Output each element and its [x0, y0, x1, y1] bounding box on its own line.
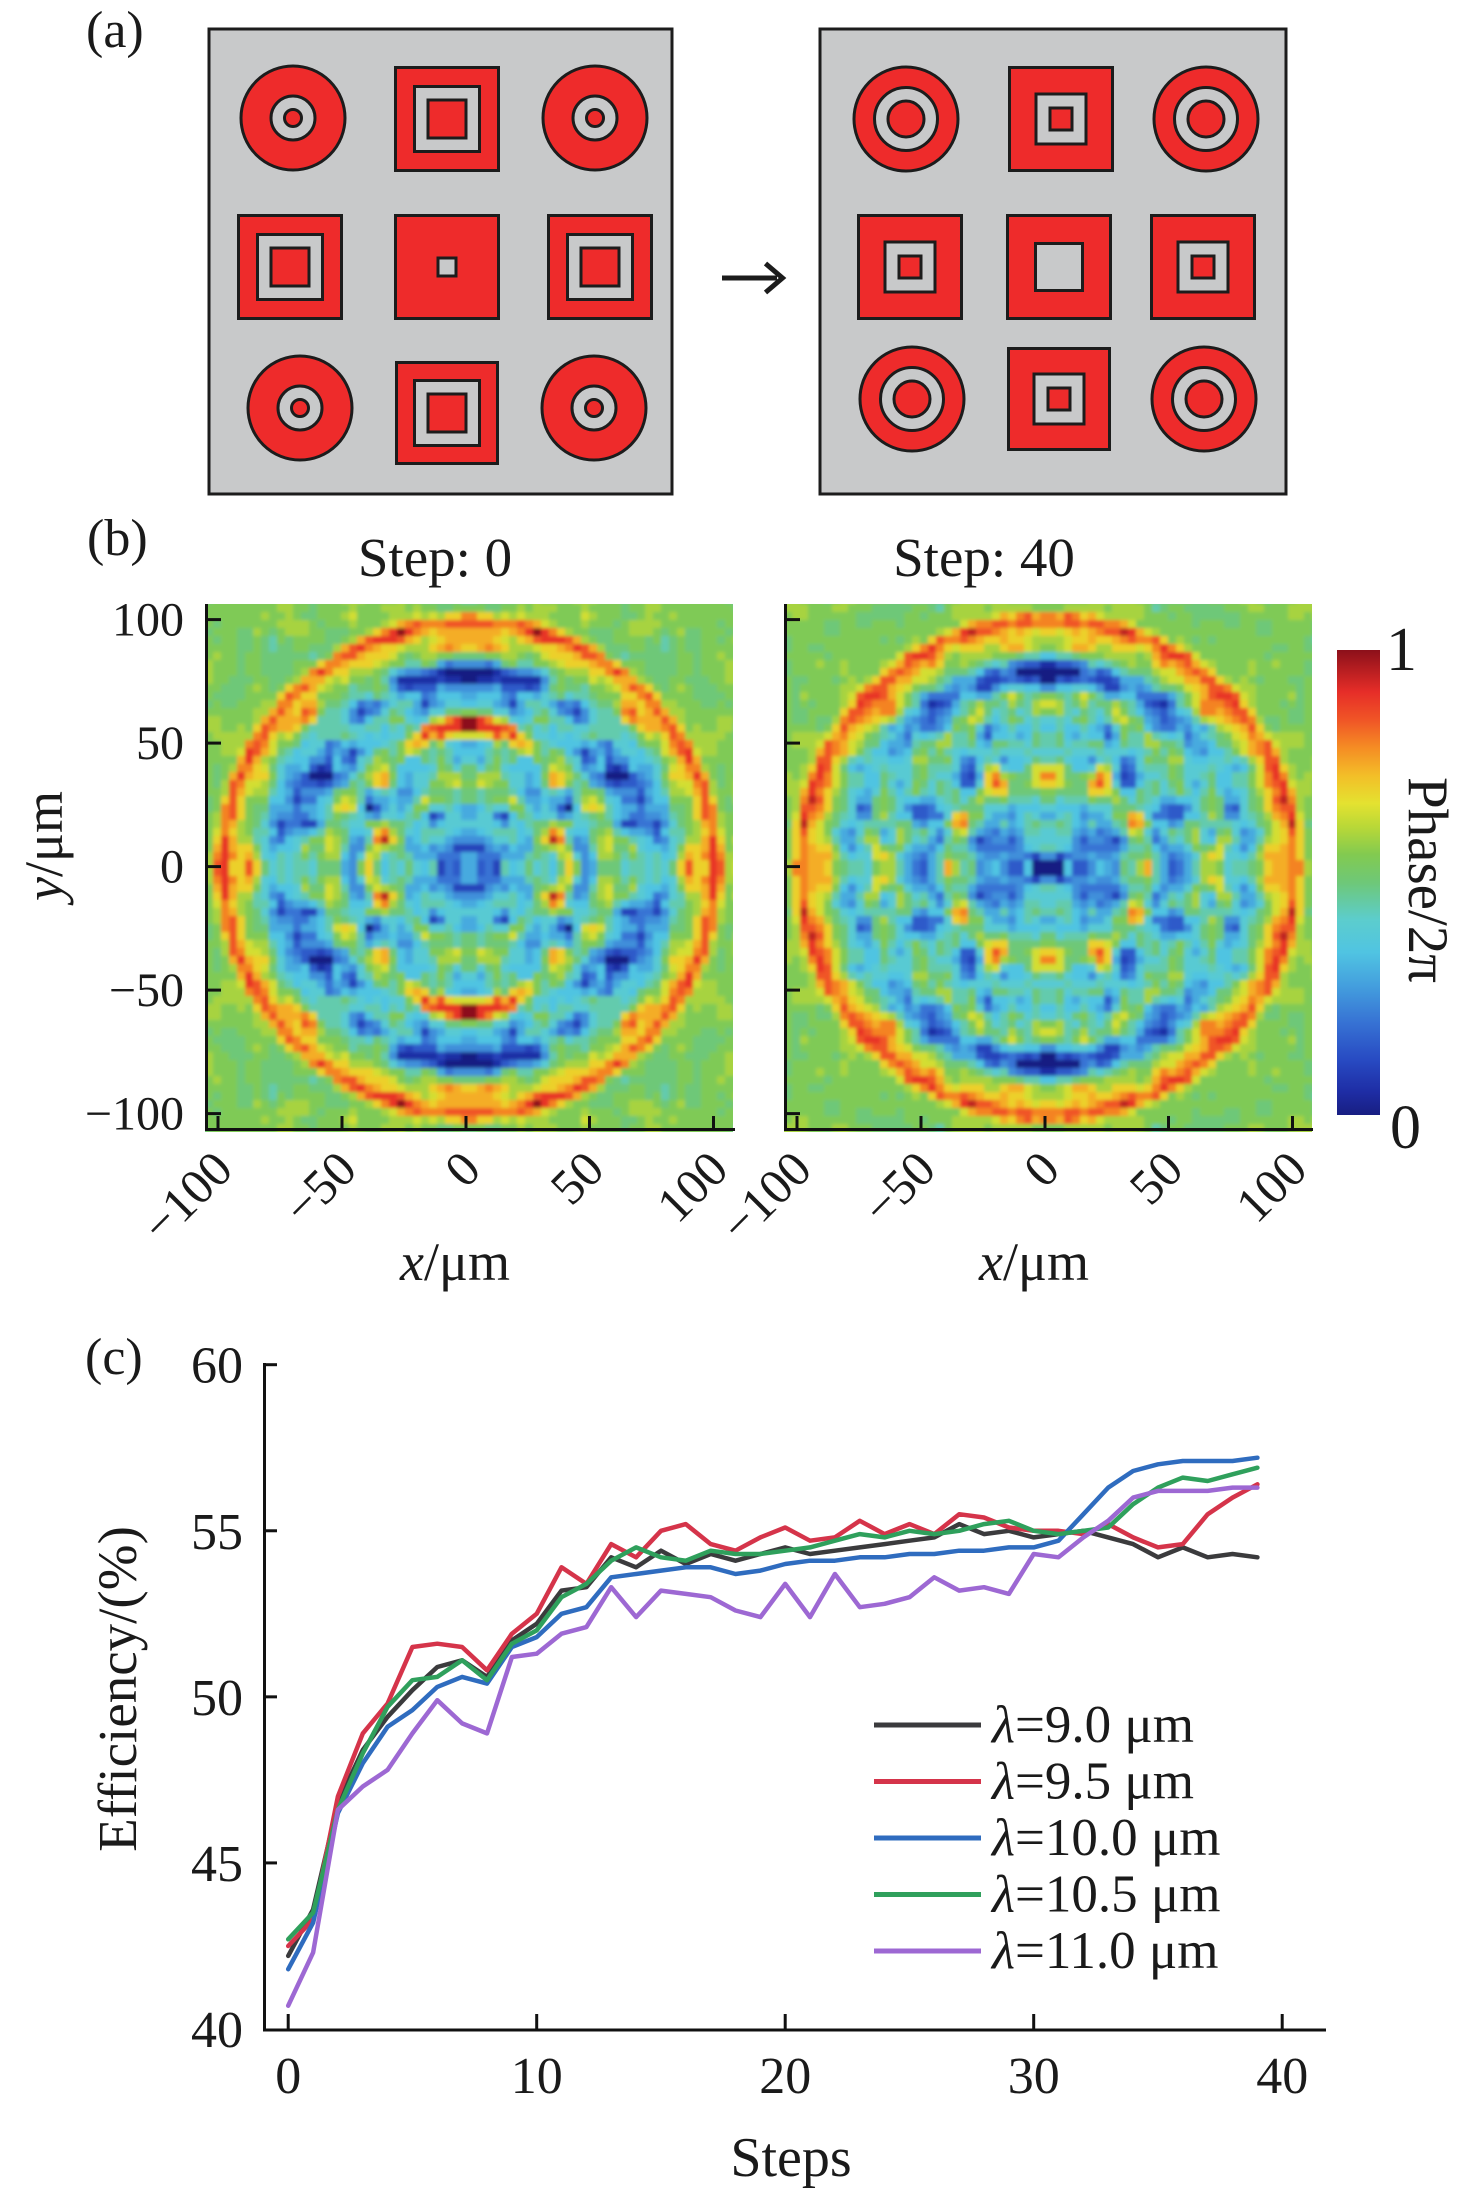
svg-text:50: 50 [191, 1670, 243, 1727]
svg-text:0: 0 [1390, 1094, 1421, 1162]
svg-text:50: 50 [1118, 1140, 1193, 1215]
svg-text:0: 0 [275, 2048, 301, 2105]
svg-text:λ=10.5 μm: λ=10.5 μm [990, 1866, 1221, 1924]
svg-text:(c): (c) [85, 1329, 143, 1386]
svg-text:45: 45 [191, 1836, 243, 1893]
svg-text:0: 0 [160, 841, 184, 894]
svg-text:0: 0 [434, 1140, 491, 1197]
svg-text:0: 0 [1013, 1140, 1070, 1197]
svg-text:Step: 40: Step: 40 [893, 527, 1075, 588]
svg-text:λ=9.0 μm: λ=9.0 μm [990, 1696, 1194, 1754]
svg-text:λ=11.0 μm: λ=11.0 μm [990, 1922, 1219, 1980]
svg-text:(b): (b) [87, 510, 148, 567]
svg-text:−100: −100 [85, 1088, 184, 1141]
svg-text:−50: −50 [851, 1140, 946, 1235]
svg-text:30: 30 [1008, 2048, 1060, 2105]
svg-text:(a): (a) [86, 2, 144, 59]
svg-text:60: 60 [191, 1338, 243, 1395]
svg-text:x/μm: x/μm [399, 1232, 510, 1292]
svg-text:x/μm: x/μm [978, 1232, 1089, 1292]
svg-text:λ=10.0 μm: λ=10.0 μm [990, 1809, 1221, 1867]
svg-text:10: 10 [511, 2048, 563, 2105]
svg-text:20: 20 [759, 2048, 811, 2105]
svg-text:100: 100 [112, 594, 184, 647]
svg-text:−100: −100 [130, 1140, 243, 1253]
svg-text:−50: −50 [109, 964, 184, 1017]
svg-text:1: 1 [1386, 616, 1417, 684]
svg-text:−100: −100 [709, 1140, 822, 1253]
svg-text:55: 55 [191, 1504, 243, 1561]
svg-text:50: 50 [136, 717, 184, 770]
svg-text:y/μm: y/μm [14, 791, 74, 906]
svg-text:Efficiency/(%): Efficiency/(%) [87, 1526, 148, 1852]
svg-text:Steps: Steps [730, 2127, 851, 2189]
svg-text:λ=9.5 μm: λ=9.5 μm [990, 1753, 1194, 1811]
svg-text:50: 50 [539, 1140, 614, 1215]
svg-text:40: 40 [1256, 2048, 1308, 2105]
svg-text:100: 100 [1225, 1140, 1318, 1233]
svg-text:Step: 0: Step: 0 [358, 527, 512, 588]
svg-text:−50: −50 [272, 1140, 367, 1235]
svg-text:Phase/2π: Phase/2π [1396, 777, 1459, 983]
svg-text:40: 40 [191, 2002, 243, 2059]
